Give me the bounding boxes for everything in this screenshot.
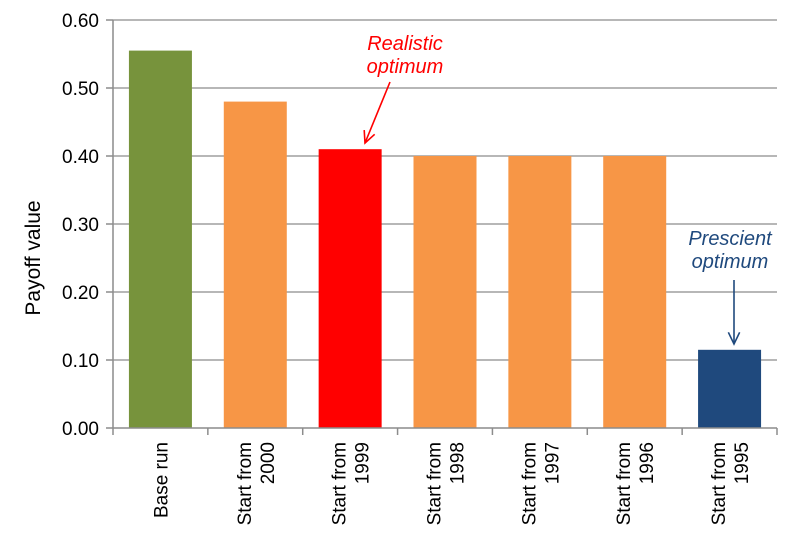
x-tick-label: Base run: [151, 442, 172, 518]
annotation-arrow: [364, 81, 391, 144]
y-tick-label: 0.40: [62, 147, 99, 168]
x-tick-label: Start from 2000: [235, 442, 279, 525]
bar: [413, 156, 477, 428]
x-tick-label-line: 1997: [542, 442, 563, 484]
x-tick-label-line: Start from: [614, 442, 635, 525]
x-tick-label-line: 1999: [353, 442, 374, 484]
x-tick-label: Start from 1998: [425, 442, 469, 525]
bar: [508, 156, 572, 428]
x-tick-label-line: Start from: [330, 442, 351, 525]
annotation-text: Prescient: [688, 228, 773, 250]
x-tick-label: Start from 1995: [709, 442, 753, 525]
axes: [106, 19, 778, 435]
x-tick-label-line: 1998: [448, 442, 469, 484]
x-tick-labels: Base run Start from 2000 Start from 1999 Star…: [151, 442, 753, 525]
annotation-arrowhead: [363, 129, 376, 145]
bar: [698, 349, 762, 428]
y-tick-label: 0.30: [62, 215, 99, 236]
annotation-arrowhead: [727, 331, 741, 346]
bar: [318, 149, 382, 428]
y-tick-labels: 0.00 0.10 0.20 0.30 0.40 0.50 0.60: [62, 11, 99, 440]
x-tick-label-line: Start from: [235, 442, 256, 525]
x-tick-label: Start from 1999: [330, 442, 374, 525]
x-tick-label: Start from 1996: [614, 442, 658, 525]
x-tick-label-line: Start from: [425, 442, 446, 525]
x-tick-label-line: Start from: [519, 442, 540, 525]
x-tick-label-line: 1996: [637, 442, 658, 484]
bars: [128, 50, 762, 428]
bar: [603, 156, 667, 428]
y-tick-label: 0.00: [62, 419, 99, 440]
annotation-text: optimum: [367, 56, 444, 78]
bar: [223, 101, 287, 428]
x-tick-label-line: 1995: [732, 442, 753, 484]
x-tick-label: Start from 1997: [519, 442, 563, 525]
y-axis-label: Payoff value: [22, 200, 45, 315]
y-tick-label: 0.50: [62, 79, 99, 100]
y-tick-label: 0.60: [62, 11, 99, 32]
y-tick-label: 0.20: [62, 283, 99, 304]
x-tick-label-line: 2000: [258, 442, 279, 484]
annotation-text: Realistic: [367, 33, 443, 55]
x-tick-label-line: Start from: [709, 442, 730, 525]
bar: [128, 50, 192, 428]
y-tick-label: 0.10: [62, 351, 99, 372]
x-tick-label-line: Base run: [151, 442, 172, 518]
annotation-text: optimum: [692, 251, 769, 273]
